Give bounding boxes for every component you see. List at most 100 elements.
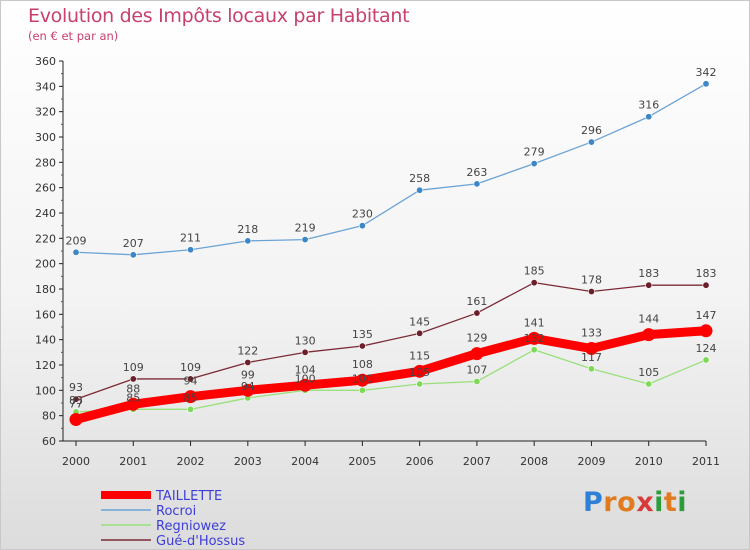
data-label-regniowez: 105 [638, 366, 659, 379]
data-point-gu-d-hossus [702, 281, 710, 289]
logo-letter: t [663, 487, 678, 518]
x-tick-label: 2005 [348, 455, 376, 468]
data-label-regniowez: 85 [126, 391, 140, 404]
chart-subtitle: (en € et par an) [28, 29, 119, 43]
logo-letter: x [636, 487, 655, 518]
data-label-rocroi: 218 [237, 223, 258, 236]
chart-title: Evolution des Impôts locaux par Habitant [28, 5, 410, 27]
data-label-taillette: 108 [352, 358, 373, 371]
logo-letter: i [654, 487, 664, 518]
x-tick-label: 2001 [119, 455, 147, 468]
data-point-rocroi [530, 160, 538, 168]
y-tick-label: 120 [35, 359, 56, 372]
y-tick-label: 220 [35, 232, 56, 245]
series-line-taillette [71, 326, 711, 424]
series-layer [69, 80, 713, 426]
data-point-taillette [584, 342, 598, 356]
data-label-gu-d-hossus: 122 [237, 344, 258, 357]
data-point-taillette [699, 324, 713, 338]
x-tick-label: 2010 [635, 455, 663, 468]
data-point-gu-d-hossus [358, 342, 366, 350]
x-tick-label: 2011 [692, 455, 720, 468]
data-point-regniowez [587, 365, 595, 373]
data-point-rocroi [244, 237, 252, 245]
data-label-taillette: 144 [638, 313, 659, 326]
data-label-regniowez: 117 [581, 351, 602, 364]
data-point-taillette [355, 373, 369, 387]
data-label-gu-d-hossus: 178 [581, 274, 602, 287]
logo-letter: P [583, 487, 604, 518]
y-tick-label: 100 [35, 384, 56, 397]
data-label-rocroi: 296 [581, 124, 602, 137]
y-tick-label: 60 [42, 435, 56, 448]
data-point-regniowez [187, 405, 195, 413]
data-point-regniowez [473, 377, 481, 385]
data-label-regniowez: 100 [352, 372, 373, 385]
data-label-rocroi: 209 [66, 234, 87, 247]
x-tick-label: 2006 [406, 455, 434, 468]
data-point-gu-d-hossus [187, 375, 195, 383]
data-label-taillette: 133 [581, 327, 602, 340]
data-label-rocroi: 263 [466, 166, 487, 179]
y-tick-label: 300 [35, 131, 56, 144]
data-point-regniowez [702, 356, 710, 364]
data-point-rocroi [187, 246, 195, 254]
data-point-taillette [126, 397, 140, 411]
data-label-regniowez: 94 [241, 380, 255, 393]
data-label-rocroi: 219 [295, 222, 316, 235]
legend-label-rocroi: Rocroi [156, 504, 196, 519]
data-label-taillette: 77 [69, 397, 83, 410]
data-label-rocroi: 342 [696, 66, 717, 79]
data-point-taillette [69, 412, 83, 426]
y-tick-label: 340 [35, 80, 56, 93]
logo-letter: r [603, 487, 618, 518]
legend-label-regniowez: Regniowez [156, 519, 226, 534]
x-tick-label: 2000 [62, 455, 90, 468]
data-label-gu-d-hossus: 135 [352, 328, 373, 341]
data-label-gu-d-hossus: 130 [295, 334, 316, 347]
data-point-gu-d-hossus [587, 288, 595, 296]
data-label-rocroi: 258 [409, 172, 430, 185]
data-label-gu-d-hossus: 183 [638, 267, 659, 280]
legend-label-gu-d-hossus: Gué-d'Hossus [156, 534, 245, 549]
data-labels: 209 207 211 218 219 230 258 263 279 296 316 342 93 10… [66, 66, 717, 411]
data-point-rocroi [72, 248, 80, 256]
y-tick-label: 80 [42, 410, 56, 423]
data-point-taillette [642, 328, 656, 342]
y-tick-label: 240 [35, 207, 56, 220]
data-label-gu-d-hossus: 109 [123, 361, 144, 374]
data-point-gu-d-hossus [645, 281, 653, 289]
data-label-taillette: 104 [295, 363, 316, 376]
series-line-rocroi [75, 83, 707, 256]
data-label-taillette: 88 [126, 382, 140, 395]
data-label-regniowez: 83 [69, 394, 83, 407]
data-label-taillette: 99 [241, 368, 255, 381]
data-label-regniowez: 107 [466, 363, 487, 376]
data-label-rocroi: 279 [524, 146, 545, 159]
x-tick-label: 2008 [520, 455, 548, 468]
data-point-taillette [298, 378, 312, 392]
data-label-rocroi: 207 [123, 237, 144, 250]
data-label-rocroi: 211 [180, 232, 201, 245]
data-point-taillette [413, 364, 427, 378]
data-label-gu-d-hossus: 93 [69, 381, 83, 394]
data-label-regniowez: 85 [184, 391, 198, 404]
data-label-regniowez: 105 [409, 366, 430, 379]
data-label-taillette: 115 [409, 349, 430, 362]
y-tick-label: 280 [35, 156, 56, 169]
series-line-gu-d-hossus [75, 282, 707, 400]
data-point-gu-d-hossus [72, 395, 80, 403]
data-point-taillette [241, 383, 255, 397]
y-tick-label: 320 [35, 106, 56, 119]
data-point-regniowez [530, 346, 538, 354]
y-tick-label: 140 [35, 334, 56, 347]
x-tick-label: 2009 [577, 455, 605, 468]
data-point-regniowez [645, 380, 653, 388]
y-tick-label: 360 [35, 55, 56, 68]
y-tick-label: 180 [35, 283, 56, 296]
y-tick-label: 160 [35, 308, 56, 321]
y-tick-label: 260 [35, 182, 56, 195]
data-label-regniowez: 124 [696, 342, 717, 355]
